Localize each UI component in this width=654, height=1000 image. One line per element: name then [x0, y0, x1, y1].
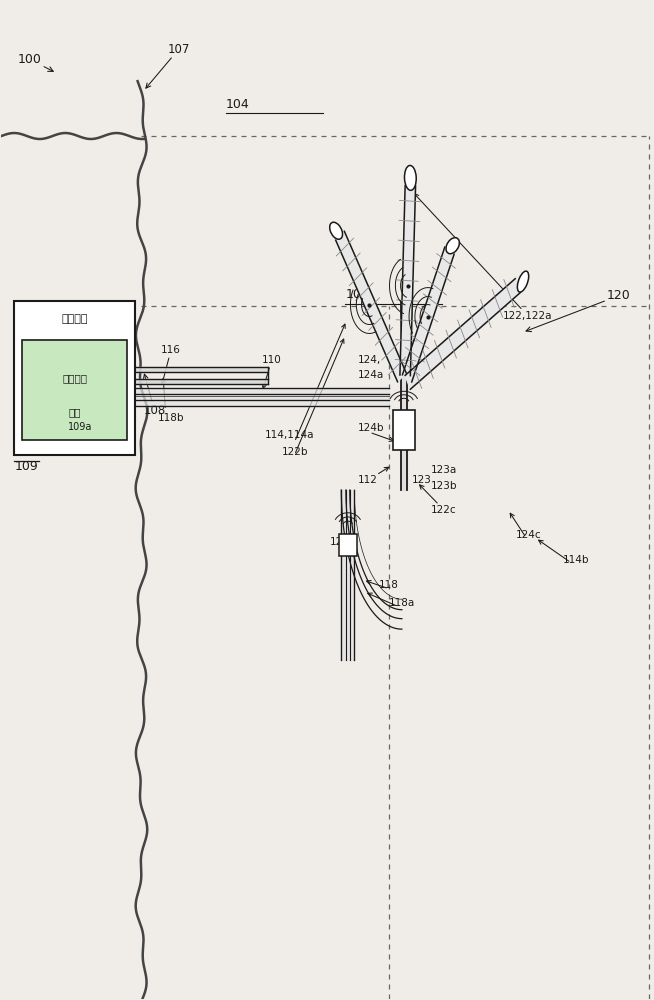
- Ellipse shape: [330, 222, 343, 239]
- Text: 地面系统: 地面系统: [61, 314, 88, 324]
- Text: 122b: 122b: [281, 447, 308, 457]
- Text: 系统: 系统: [69, 407, 81, 417]
- Text: 118b: 118b: [158, 413, 184, 423]
- Text: 112: 112: [358, 467, 388, 485]
- Text: 118a: 118a: [389, 598, 415, 608]
- Text: 109a: 109a: [68, 422, 92, 432]
- Text: 122,122a: 122,122a: [415, 194, 553, 321]
- Polygon shape: [336, 231, 406, 382]
- Text: 124b: 124b: [358, 423, 385, 433]
- FancyBboxPatch shape: [339, 534, 357, 556]
- Text: 116: 116: [161, 345, 181, 384]
- Polygon shape: [400, 186, 415, 376]
- Text: 地面控制: 地面控制: [62, 373, 87, 383]
- Text: 100: 100: [18, 53, 53, 71]
- Polygon shape: [405, 279, 521, 389]
- Text: 102: 102: [345, 288, 369, 301]
- Text: 110: 110: [262, 355, 282, 389]
- Text: 107: 107: [146, 43, 190, 88]
- Polygon shape: [402, 247, 454, 382]
- Ellipse shape: [404, 165, 416, 190]
- Ellipse shape: [446, 238, 459, 254]
- Ellipse shape: [517, 271, 528, 292]
- Text: 109: 109: [14, 460, 38, 473]
- Text: 123: 123: [411, 475, 432, 485]
- Text: 114,114a: 114,114a: [265, 430, 315, 440]
- Text: 125: 125: [330, 537, 350, 547]
- FancyBboxPatch shape: [14, 301, 135, 455]
- Text: 122c: 122c: [420, 485, 457, 515]
- Text: 123a: 123a: [431, 465, 457, 475]
- Text: 106: 106: [43, 354, 90, 407]
- Text: 123b: 123b: [431, 481, 458, 491]
- Text: 124a: 124a: [358, 370, 385, 380]
- Text: 118: 118: [379, 580, 399, 590]
- Text: 114b: 114b: [562, 555, 589, 565]
- Text: 124,: 124,: [358, 355, 381, 365]
- Text: 104: 104: [226, 98, 250, 111]
- FancyBboxPatch shape: [393, 410, 415, 450]
- Text: 108: 108: [143, 374, 165, 417]
- FancyBboxPatch shape: [22, 340, 127, 440]
- Text: 124c: 124c: [516, 530, 542, 540]
- Text: 120: 120: [526, 289, 630, 332]
